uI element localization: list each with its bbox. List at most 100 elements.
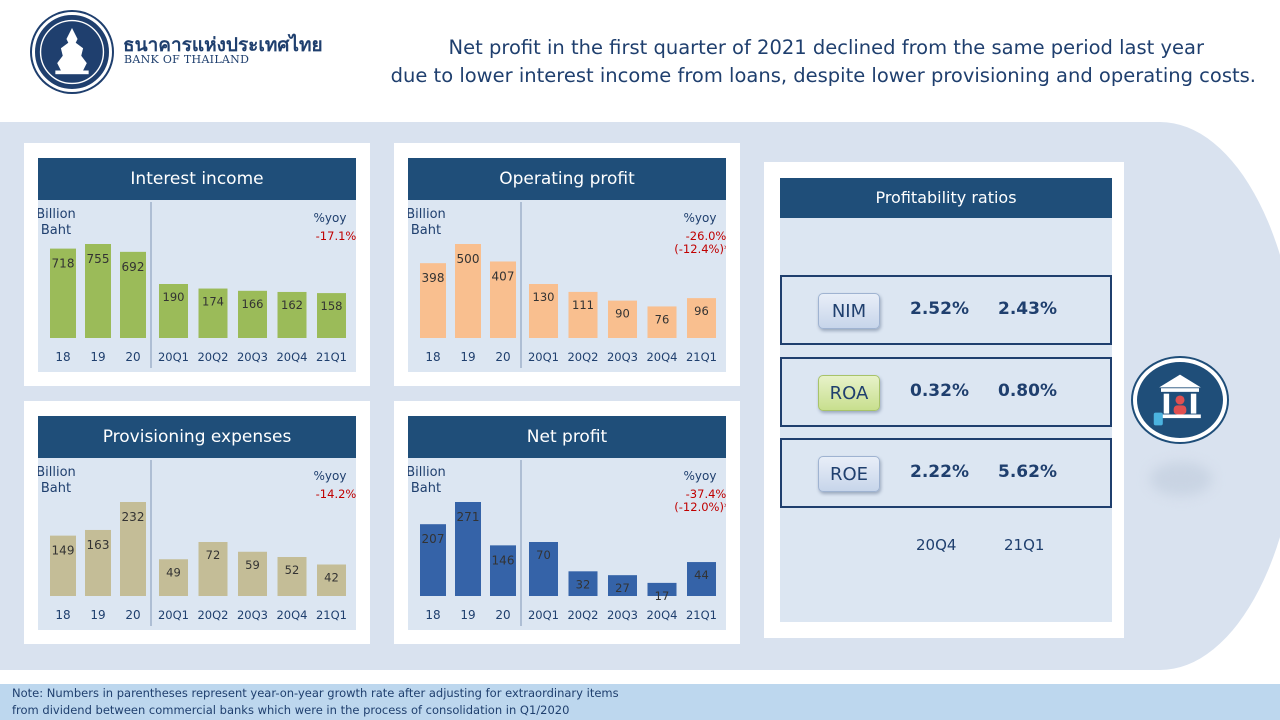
interest-income-plot: Billion Baht 718 18 755 19 692 20 190 20Q1 174 20Q2… <box>38 200 356 372</box>
net-profit-quarter-bar-20Q3 <box>608 575 637 596</box>
operating-profit-plot: Billion Baht 398 18 500 19 407 20 130 20Q1 111 20Q2… <box>408 200 726 372</box>
net-profit-title: Net profit <box>408 416 726 458</box>
net-profit-quarter-bar-21Q1 <box>687 562 716 596</box>
operating-profit-quarter-value-20Q3: 90 <box>615 307 630 321</box>
net-profit-annual-bar-20 <box>490 545 516 596</box>
roe-21q1-value: 5.62% <box>998 462 1057 482</box>
provisioning-expenses-quarter-tick-20Q1: 20Q1 <box>158 608 189 622</box>
operating-profit-annual-bar-19 <box>455 244 481 338</box>
provisioning-expenses-annual-value-20: 232 <box>122 510 145 524</box>
provisioning-expenses-annual-value-18: 149 <box>52 544 75 558</box>
period-label-21q1: 21Q1 <box>1004 536 1045 554</box>
icon-shadow <box>1150 462 1212 496</box>
interest-income-quarter-tick-21Q1: 21Q1 <box>316 350 347 364</box>
provisioning-expenses-panel: Provisioning expenses Billion Baht 149 18 16… <box>24 401 370 644</box>
bank-building-icon[interactable] <box>1133 358 1227 442</box>
provisioning-expenses-yoy-value-1: -14.2% <box>316 487 356 501</box>
interest-income-quarter-value-21Q1: 158 <box>321 299 343 313</box>
provisioning-expenses-quarter-bar-21Q1 <box>317 564 346 596</box>
operating-profit-annual-tick-18: 18 <box>425 350 440 364</box>
operating-profit-quarter-tick-20Q3: 20Q3 <box>607 350 638 364</box>
net-profit-yoy-value-2: (-12.0%)* <box>674 500 726 514</box>
interest-income-annual-bar-20 <box>120 251 146 338</box>
provisioning-expenses-quarter-value-20Q3: 59 <box>245 558 260 572</box>
net-profit-quarter-value-20Q4: 17 <box>655 589 670 603</box>
provisioning-expenses-quarter-bar-20Q2 <box>198 542 228 596</box>
operating-profit-yoy-label: %yoy <box>684 211 717 225</box>
operating-profit-annual-value-19: 500 <box>457 252 480 266</box>
headline: Net profit in the first quarter of 2021 … <box>316 34 1256 90</box>
ratio-row-roe: ROE 2.22% 5.62% <box>780 438 1112 508</box>
bank-of-thailand-logo <box>32 12 112 92</box>
roa-button[interactable]: ROA <box>818 375 880 411</box>
provisioning-expenses-quarter-tick-21Q1: 21Q1 <box>316 608 347 622</box>
provisioning-expenses-quarter-value-20Q1: 49 <box>166 565 181 579</box>
net-profit-quarter-bar-20Q4 <box>647 582 677 596</box>
operating-profit-annual-value-20: 407 <box>492 269 515 283</box>
operating-profit-annual-tick-19: 19 <box>460 350 475 364</box>
provisioning-expenses-annual-tick-18: 18 <box>55 608 70 622</box>
roe-button[interactable]: ROE <box>818 456 880 492</box>
nim-button[interactable]: NIM <box>818 293 880 329</box>
net-profit-panel: Net profit Billion Baht 207 18 271 19 146 20 70 2… <box>394 401 740 644</box>
net-profit-annual-bar-18 <box>420 524 446 596</box>
interest-income-quarter-bar-20Q2 <box>198 288 228 338</box>
interest-income-quarter-tick-20Q1: 20Q1 <box>158 350 189 364</box>
net-profit-unit-label-2: Baht <box>411 481 441 496</box>
interest-income-panel: Interest income Billion Baht 718 18 755 19 692… <box>24 143 370 386</box>
interest-income-unit-label-2: Baht <box>41 223 71 238</box>
period-label-20q4: 20Q4 <box>916 536 957 554</box>
interest-income-annual-value-18: 718 <box>52 257 75 271</box>
net-profit-annual-bar-19 <box>455 502 481 596</box>
profitability-panel: Profitability ratios NIM 2.52% 2.43% ROA… <box>764 162 1124 638</box>
interest-income-annual-tick-19: 19 <box>90 350 105 364</box>
interest-income-quarter-bar-20Q1 <box>159 284 188 338</box>
interest-income-annual-tick-18: 18 <box>55 350 70 364</box>
interest-income-yoy-label: %yoy <box>314 211 347 225</box>
net-profit-quarter-tick-20Q3: 20Q3 <box>607 608 638 622</box>
net-profit-plot: Billion Baht 207 18 271 19 146 20 70 20Q1 32 20Q2 27… <box>408 458 726 630</box>
operating-profit-annual-tick-20: 20 <box>495 350 510 364</box>
interest-income-title: Interest income <box>38 158 356 200</box>
net-profit-annual-value-20: 146 <box>492 553 515 567</box>
net-profit-annual-tick-19: 19 <box>460 608 475 622</box>
operating-profit-quarter-tick-20Q4: 20Q4 <box>646 350 677 364</box>
operating-profit-quarter-bar-20Q4 <box>647 306 677 338</box>
bank-name-thai: ธนาคารแห่งประเทศไทย <box>123 34 323 56</box>
operating-profit-yoy-value-2: (-12.4%)* <box>674 242 726 256</box>
operating-profit-quarter-tick-21Q1: 21Q1 <box>686 350 717 364</box>
interest-income-quarter-bar-21Q1 <box>317 293 346 338</box>
interest-income-quarter-tick-20Q3: 20Q3 <box>237 350 268 364</box>
provisioning-expenses-quarter-tick-20Q3: 20Q3 <box>237 608 268 622</box>
provisioning-expenses-title: Provisioning expenses <box>38 416 356 458</box>
roa-20q4-value: 0.32% <box>910 381 969 401</box>
operating-profit-annual-bar-18 <box>420 263 446 338</box>
headline-line-1: Net profit in the first quarter of 2021 … <box>448 36 1204 59</box>
provisioning-expenses-quarter-value-21Q1: 42 <box>324 571 339 585</box>
interest-income-annual-tick-20: 20 <box>125 350 140 364</box>
operating-profit-quarter-value-20Q2: 111 <box>572 298 594 312</box>
provisioning-expenses-quarter-tick-20Q4: 20Q4 <box>276 608 307 622</box>
operating-profit-quarter-bar-20Q1 <box>529 284 558 338</box>
provisioning-expenses-annual-bar-19 <box>85 529 111 596</box>
provisioning-expenses-quarter-bar-20Q3 <box>238 551 267 596</box>
operating-profit-panel: Operating profit Billion Baht 398 18 500 19 40… <box>394 143 740 386</box>
net-profit-quarter-bar-20Q2 <box>568 571 598 596</box>
net-profit-quarter-tick-20Q4: 20Q4 <box>646 608 677 622</box>
provisioning-expenses-annual-value-19: 163 <box>87 538 110 552</box>
interest-income-quarter-value-20Q3: 166 <box>242 297 264 311</box>
interest-income-quarter-value-20Q1: 190 <box>163 290 185 304</box>
operating-profit-quarter-bar-21Q1 <box>687 298 716 338</box>
provisioning-expenses-annual-tick-20: 20 <box>125 608 140 622</box>
provisioning-expenses-quarter-bar-20Q1 <box>159 559 188 596</box>
interest-income-unit-label-1: Billion <box>38 207 76 222</box>
provisioning-expenses-annual-tick-19: 19 <box>90 608 105 622</box>
operating-profit-quarter-bar-20Q3 <box>608 300 637 338</box>
interest-income-yoy-value-1: -17.1% <box>316 229 356 243</box>
provisioning-expenses-annual-bar-18 <box>50 535 76 596</box>
operating-profit-quarter-bar-20Q2 <box>568 291 598 338</box>
ratio-row-nim: NIM 2.52% 2.43% <box>780 275 1112 345</box>
net-profit-quarter-tick-20Q2: 20Q2 <box>567 608 598 622</box>
net-profit-annual-value-19: 271 <box>457 510 480 524</box>
